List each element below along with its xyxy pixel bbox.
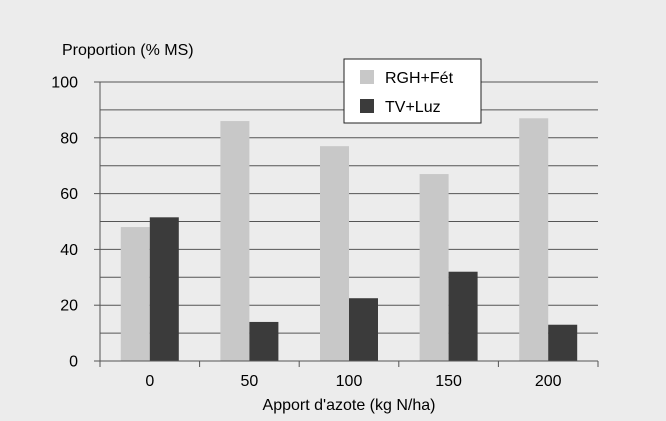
bar-rgh-fet: [220, 121, 250, 361]
y-tick-label: 40: [60, 242, 78, 259]
x-tick-label: 100: [336, 373, 363, 390]
y-tick-label: 80: [60, 130, 78, 147]
bar-rgh-fet: [120, 227, 150, 361]
y-tick-label: 20: [60, 298, 78, 315]
bar-tv-luz: [349, 298, 378, 361]
legend-label-rgh-fet: RGH+Fét: [385, 70, 454, 87]
bar-rgh-fet: [519, 118, 549, 362]
bar-tv-luz: [448, 271, 478, 361]
x-axis-title: Apport d'azote (kg N/ha): [263, 397, 436, 414]
bar-tv-luz: [149, 217, 179, 361]
legend: RGH+Fét TV+Luz: [343, 58, 482, 124]
x-tick-label: 0: [145, 373, 154, 390]
y-axis-title: Proportion (% MS): [62, 42, 194, 59]
y-tick-label: 60: [60, 186, 78, 203]
tick-labels: 0 20 40 60 80 100 0 50 100 150 200: [51, 75, 561, 391]
axes: [94, 81, 599, 367]
bar-rgh-fet: [419, 174, 449, 361]
x-tick-label: 150: [435, 373, 462, 390]
bar-tv-luz: [249, 321, 279, 361]
y-tick-label: 0: [69, 354, 78, 371]
y-tick-label: 100: [51, 75, 78, 92]
legend-swatch-rgh-fet: [360, 70, 374, 84]
bar-tv-luz: [548, 324, 578, 361]
bar-rgh-fet: [320, 146, 349, 361]
bars: [120, 118, 578, 362]
legend-label-tv-luz: TV+Luz: [385, 99, 441, 116]
x-tick-label: 200: [535, 373, 562, 390]
x-tick-label: 50: [241, 373, 259, 390]
legend-swatch-tv-luz: [360, 99, 374, 113]
